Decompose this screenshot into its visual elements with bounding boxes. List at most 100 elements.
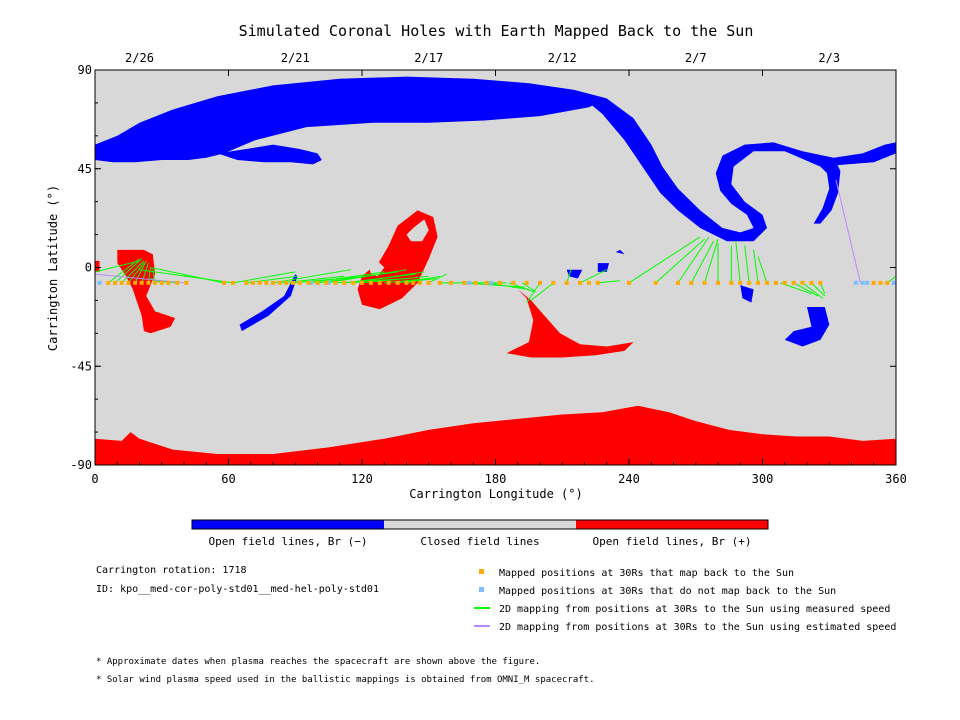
mapped-position-marker xyxy=(764,280,769,285)
mapped-position-marker xyxy=(119,280,124,285)
carrington-rotation-text: Carrington rotation: 1718 xyxy=(96,565,247,576)
measured-speed-line xyxy=(744,245,750,283)
unmapped-position-marker xyxy=(326,280,331,285)
mapped-position-marker xyxy=(126,280,131,285)
legend-swatch xyxy=(479,587,484,592)
measured-speed-line xyxy=(486,282,529,290)
x-tick-label: 180 xyxy=(485,472,507,486)
measured-speed-line xyxy=(597,280,621,284)
measured-speed-line xyxy=(677,236,710,284)
y-tick-label: 90 xyxy=(78,63,92,77)
legend-label: Mapped positions at 30Rs that map back t… xyxy=(499,568,794,579)
colorbar-segment xyxy=(576,520,768,529)
colorbar-label: Closed field lines xyxy=(420,535,539,548)
mapped-position-marker xyxy=(306,280,311,285)
measured-speed-line xyxy=(147,267,152,283)
open-positive-region xyxy=(95,260,100,272)
unmapped-position-marker xyxy=(489,280,494,285)
y-tick-label: 0 xyxy=(85,261,92,275)
date-label: 2/21 xyxy=(281,51,310,65)
measured-speed-line xyxy=(127,262,145,284)
date-label: 2/12 xyxy=(548,51,577,65)
mapped-position-marker xyxy=(315,280,320,285)
mapped-position-marker xyxy=(586,280,591,285)
unmapped-position-marker xyxy=(860,280,865,285)
measured-speed-line xyxy=(793,282,819,297)
mapped-position-marker xyxy=(175,280,180,285)
unmapped-position-marker xyxy=(891,280,896,285)
mapped-position-marker xyxy=(800,280,805,285)
measured-speed-line xyxy=(811,282,826,297)
mapped-position-marker xyxy=(551,280,556,285)
measured-speed-line xyxy=(428,273,447,284)
mapped-position-marker xyxy=(291,280,296,285)
measured-speed-line xyxy=(704,238,719,284)
mapped-position-marker xyxy=(324,280,329,285)
measured-speed-line xyxy=(753,249,759,283)
open-positive-region xyxy=(95,405,896,465)
y-tick-label: -90 xyxy=(70,458,92,472)
mapped-position-marker xyxy=(878,280,883,285)
mapped-position-marker xyxy=(404,280,409,285)
mapped-position-marker xyxy=(333,280,338,285)
unmapped-position-marker xyxy=(865,280,870,285)
mapped-position-marker xyxy=(244,280,249,285)
mapped-position-marker xyxy=(653,280,658,285)
mapped-position-marker xyxy=(133,280,138,285)
open-positive-region xyxy=(117,249,176,334)
measured-speed-line xyxy=(757,256,768,284)
measured-speed-line xyxy=(384,277,429,284)
y-axis-ticks: 90 45 0 -45 -90 xyxy=(70,63,896,472)
open-negative-region xyxy=(813,157,841,224)
estimated-speed-line xyxy=(835,179,861,283)
open-negative-region xyxy=(784,307,830,347)
measured-speed-line xyxy=(526,282,541,303)
mapped-position-marker xyxy=(747,280,752,285)
mapped-position-marker xyxy=(538,280,542,285)
y-axis-label: Carrington Latitude (°) xyxy=(46,185,60,351)
measured-speed-line xyxy=(655,238,705,284)
colorbar-label: Open field lines, Br (−) xyxy=(209,535,368,548)
x-tick-label: 120 xyxy=(351,472,373,486)
mapped-position-marker xyxy=(564,280,569,285)
date-label: 2/17 xyxy=(414,51,443,65)
mapped-position-marker xyxy=(113,280,118,285)
open-positive-region xyxy=(506,289,634,358)
date-label: 2/3 xyxy=(818,51,840,65)
mapped-position-marker xyxy=(595,280,600,285)
unmapped-position-marker xyxy=(97,280,102,285)
measured-speed-line xyxy=(690,240,714,284)
unmapped-position-marker xyxy=(308,280,313,285)
measured-speed-line xyxy=(121,260,145,284)
colorbar-label: Open field lines, Br (+) xyxy=(593,535,752,548)
colorbar-segment xyxy=(384,520,576,529)
coronal-hole-regions xyxy=(95,76,896,465)
mapped-position-marker xyxy=(139,280,144,285)
mapped-position-marker xyxy=(738,280,743,285)
x-axis-label: Carrington Longitude (°) xyxy=(409,487,582,501)
x-tick-label: 60 xyxy=(221,472,235,486)
run-id-text: ID: kpo__med-cor-poly-std01__med-hel-pol… xyxy=(96,584,379,595)
legend-swatch xyxy=(479,569,484,574)
measured-speed-line xyxy=(134,260,147,284)
measured-speed-line xyxy=(95,260,140,273)
mapped-position-marker xyxy=(395,280,400,285)
legend: Mapped positions at 30Rs that map back t… xyxy=(474,568,896,633)
mapped-position-marker xyxy=(809,280,814,285)
mapped-position-marker xyxy=(818,280,823,285)
mapped-position-marker xyxy=(791,280,796,285)
chart-title: Simulated Coronal Holes with Earth Mappe… xyxy=(239,22,754,40)
mapped-position-marker xyxy=(773,280,778,285)
measured-speed-line xyxy=(361,275,429,284)
y-tick-label: 45 xyxy=(78,162,92,176)
mapped-position-marker xyxy=(716,280,720,285)
x-tick-label: 240 xyxy=(618,472,640,486)
mapped-position-marker xyxy=(782,280,787,285)
mapped-position-marker xyxy=(106,280,111,285)
mapped-position-marker xyxy=(729,280,734,285)
measured-speed-line xyxy=(139,269,234,284)
mapped-position-marker xyxy=(222,280,227,285)
mapped-position-marker xyxy=(250,280,255,285)
x-tick-label: 360 xyxy=(885,472,907,486)
mapped-position-marker xyxy=(368,280,373,285)
